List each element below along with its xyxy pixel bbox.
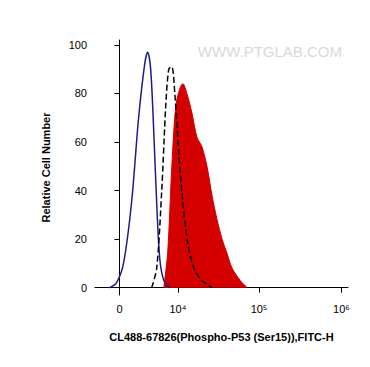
svg-text:10⁵: 10⁵ — [251, 303, 268, 315]
svg-text:80: 80 — [75, 87, 87, 99]
svg-text:Relative Cell Number: Relative Cell Number — [40, 112, 52, 223]
svg-text:CL488-67826(Phospho-P53 (Ser15: CL488-67826(Phospho-P53 (Ser15)),FITC-H — [109, 331, 333, 343]
svg-text:WWW.PTGLAB.COM: WWW.PTGLAB.COM — [198, 43, 342, 60]
svg-text:10⁴: 10⁴ — [169, 303, 186, 315]
svg-text:10⁶: 10⁶ — [333, 303, 350, 315]
svg-text:0: 0 — [116, 303, 122, 315]
svg-text:0: 0 — [81, 282, 87, 294]
svg-text:40: 40 — [75, 185, 87, 197]
svg-text:60: 60 — [75, 136, 87, 148]
svg-text:20: 20 — [75, 233, 87, 245]
svg-text:100: 100 — [69, 39, 87, 51]
